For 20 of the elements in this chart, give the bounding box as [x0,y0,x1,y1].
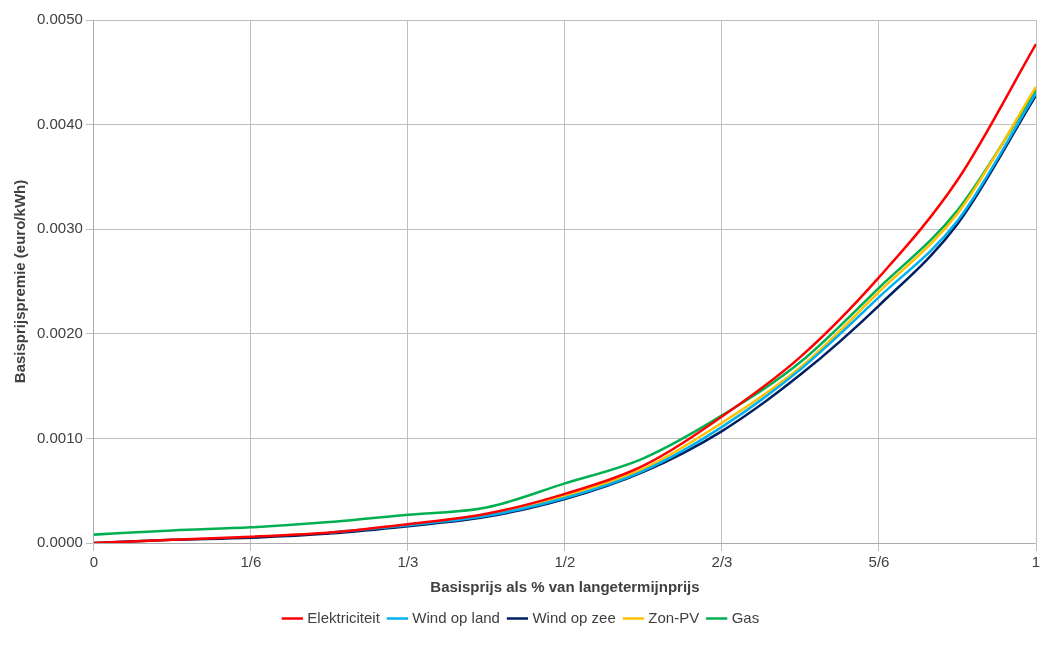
x-axis-title: Basisprijs als % van langetermijnprijs [430,578,700,596]
legend-label: Wind op zee [532,608,616,626]
legend-label: Wind op land [412,608,500,626]
y-tick-label: 0.0020 [36,323,83,341]
x-tick-label: 5/6 [868,553,890,571]
legend-label: Elektriciteit [307,608,381,626]
x-tick-label: 1/2 [554,553,576,571]
x-tick-label: 1/3 [397,553,419,571]
y-tick-label: 0.0010 [36,428,83,446]
y-tick-label: 0.0030 [36,219,83,237]
y-axis-title: Basisprijspremie (euro/kWh) [11,179,29,384]
legend-label: Zon-PV [648,608,700,626]
x-tick-label: 1/6 [240,553,262,571]
y-tick-label: 0.0040 [36,114,83,132]
x-tick-label: 2/3 [711,553,733,571]
legend-label: Gas [731,608,760,626]
y-tick-label: 0.0000 [36,533,83,551]
x-tick-label: 0 [89,553,99,571]
x-tick-label: 1 [1031,553,1041,571]
y-tick-label: 0.0050 [36,10,83,28]
